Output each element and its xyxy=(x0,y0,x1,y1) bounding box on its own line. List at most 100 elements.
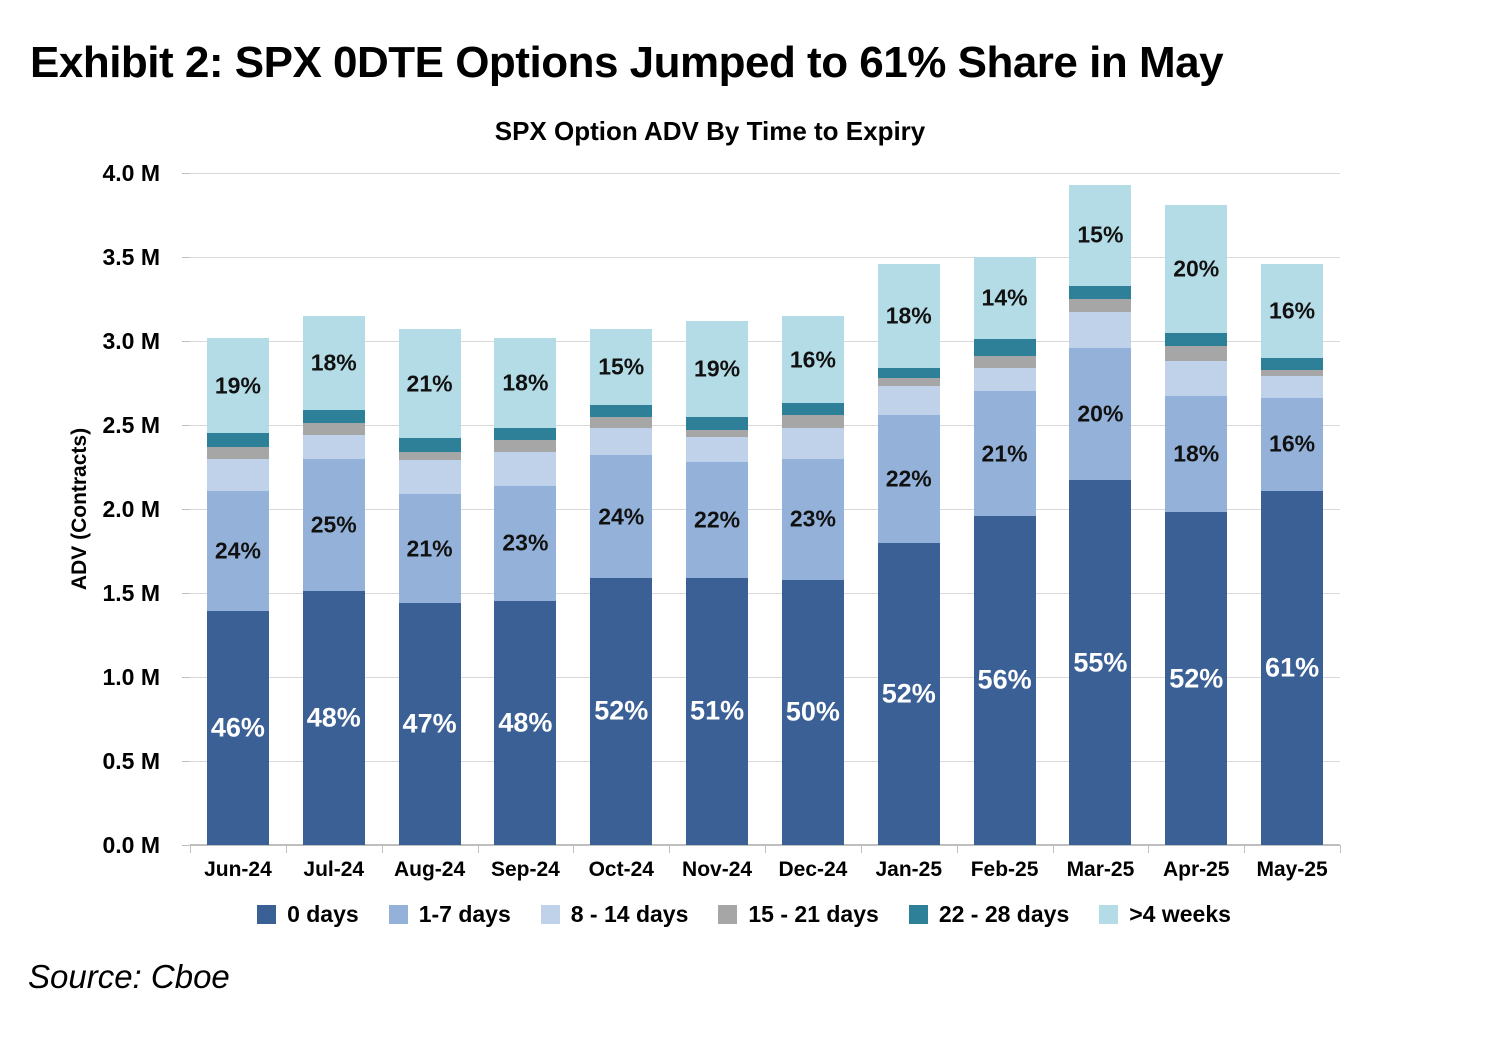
bar-segment-1-7days: 18% xyxy=(1165,396,1228,513)
x-tick-mark xyxy=(669,845,671,853)
bar-segment-22-28days xyxy=(1261,357,1324,370)
chart-title: SPX Option ADV By Time to Expiry xyxy=(494,116,926,146)
y-tick-label: 1.5 M xyxy=(102,580,160,606)
bar-segment-1-7days: 24% xyxy=(590,455,653,578)
x-tick-label: Jun-24 xyxy=(204,858,272,881)
x-tick-mark xyxy=(285,845,287,853)
segment-value-label: 19% xyxy=(694,355,741,382)
segment-value-label: 19% xyxy=(214,372,261,399)
y-tick-label: 0.5 M xyxy=(102,748,160,774)
bar-segment-0days: 52% xyxy=(590,577,653,845)
segment-value-label: 16% xyxy=(1269,297,1316,324)
bar-Mar-25: 55% 20% 15% xyxy=(1069,184,1132,845)
y-tick-mark xyxy=(182,172,190,174)
legend-item->4weeks: >4 weeks xyxy=(1099,901,1231,928)
y-tick-mark xyxy=(182,256,190,258)
segment-value-label: 18% xyxy=(885,302,932,329)
bar-segment->4weeks: 18% xyxy=(302,315,365,410)
bar-segment->4weeks: 18% xyxy=(494,337,557,429)
segment-value-label: 21% xyxy=(406,535,453,561)
x-tick-label: Aug-24 xyxy=(393,858,466,881)
bar-segment-22-28days xyxy=(877,367,940,378)
segment-value-label: 20% xyxy=(1173,255,1220,282)
segment-value-label: 18% xyxy=(310,349,357,376)
bar-segment-0days: 47% xyxy=(398,603,461,845)
bar-segment-8-14days xyxy=(302,435,365,459)
exhibit-title: Exhibit 2: SPX 0DTE Options Jumped to 61… xyxy=(30,38,1224,87)
segment-value-label: 24% xyxy=(598,503,645,530)
legend-item-1-7days: 1-7 days xyxy=(388,901,511,928)
bar-segment-1-7days: 22% xyxy=(877,414,940,543)
y-tick-mark xyxy=(182,340,190,342)
bar-segment-15-21days xyxy=(877,378,940,387)
bar-Aug-24: 47% 21% 21% xyxy=(398,329,461,845)
legend-label: 0 days xyxy=(287,901,359,927)
segment-value-label: 25% xyxy=(310,511,357,538)
y-tick-mark xyxy=(182,844,190,846)
legend-swatch-icon xyxy=(1099,905,1119,924)
source-note: Source: Cboe xyxy=(28,958,230,995)
bar-Oct-24: 52% 24% 15% xyxy=(590,329,653,845)
bar-Jun-24: 46% 24% 19% xyxy=(206,337,269,845)
legend-label: >4 weeks xyxy=(1129,901,1231,927)
bar-segment-15-21days xyxy=(686,430,749,437)
segment-value-label: 22% xyxy=(885,465,932,492)
y-tick-mark xyxy=(182,592,190,594)
segment-value-label: 52% xyxy=(881,678,936,709)
bar-segment->4weeks: 16% xyxy=(781,315,844,404)
gridline xyxy=(190,256,1340,258)
bar-segment-22-28days xyxy=(973,339,1036,357)
bar-segment-15-21days xyxy=(398,451,461,461)
bar-Jan-25: 52% 22% 18% xyxy=(877,263,940,845)
x-tick-label: Oct-24 xyxy=(588,858,654,881)
plot-area: 46% 24% 19% 48% 25% 18% 47% 21% 21% 48% 23% 18% 52% 2… xyxy=(182,172,1341,853)
bar-segment-1-7days: 16% xyxy=(1261,398,1324,491)
segment-value-label: 24% xyxy=(214,537,261,564)
bar-segment-1-7days: 21% xyxy=(973,391,1036,516)
x-tick-label: Nov-24 xyxy=(682,858,753,881)
bar-segment-8-14days xyxy=(1261,376,1324,399)
bar-segment-0days: 55% xyxy=(1069,480,1132,845)
bar-segment-1-7days: 25% xyxy=(302,458,365,592)
legend-label: 22 - 28 days xyxy=(938,901,1070,927)
y-tick-mark xyxy=(182,760,190,762)
x-tick-label: Apr-25 xyxy=(1162,858,1230,881)
gridline xyxy=(190,676,1340,678)
legend-item-15-21days: 15 - 21 days xyxy=(718,901,879,928)
gridline xyxy=(190,424,1340,426)
y-tick-mark xyxy=(182,676,190,678)
bar-segment-1-7days: 23% xyxy=(781,458,844,580)
gridline xyxy=(190,340,1340,342)
x-tick-mark xyxy=(956,845,958,853)
x-tick-mark xyxy=(573,845,575,853)
x-tick-mark xyxy=(190,845,191,853)
bar-segment-15-21days xyxy=(973,356,1036,368)
bar-segment-15-21days xyxy=(302,423,365,436)
bar-segment-15-21days xyxy=(590,416,653,429)
bar-segment-8-14days xyxy=(590,428,653,456)
x-tick-label: Sep-24 xyxy=(490,858,560,881)
bar-segment-0days: 61% xyxy=(1261,490,1324,845)
segment-value-label: 52% xyxy=(1169,663,1224,694)
bar-segment-22-28days xyxy=(398,438,461,452)
bar-segment->4weeks: 19% xyxy=(686,320,749,417)
legend-swatch-icon xyxy=(718,905,738,924)
segment-value-label: 15% xyxy=(1077,221,1124,248)
bar-segment-22-28days xyxy=(1069,285,1132,300)
legend-label: 8 - 14 days xyxy=(570,901,689,927)
bar-segment-15-21days xyxy=(781,414,844,429)
bar-segment->4weeks: 15% xyxy=(1069,184,1132,286)
y-tick-label: 4.0 M xyxy=(102,160,160,186)
segment-value-label: 18% xyxy=(502,369,549,396)
y-tick-label: 0.0 M xyxy=(102,832,160,858)
bar-segment->4weeks: 19% xyxy=(206,337,269,434)
segment-value-label: 52% xyxy=(594,695,649,726)
segment-value-label: 61% xyxy=(1265,652,1320,683)
segment-value-label: 46% xyxy=(210,712,265,743)
bar-Dec-24: 50% 23% 16% xyxy=(781,315,844,845)
bar-Jul-24: 48% 25% 18% xyxy=(302,315,365,845)
bar-Apr-25: 52% 18% 20% xyxy=(1165,204,1228,845)
bar-segment-0days: 48% xyxy=(494,601,557,845)
y-tick-label: 3.5 M xyxy=(102,244,160,270)
bar-segment-0days: 56% xyxy=(973,515,1036,845)
